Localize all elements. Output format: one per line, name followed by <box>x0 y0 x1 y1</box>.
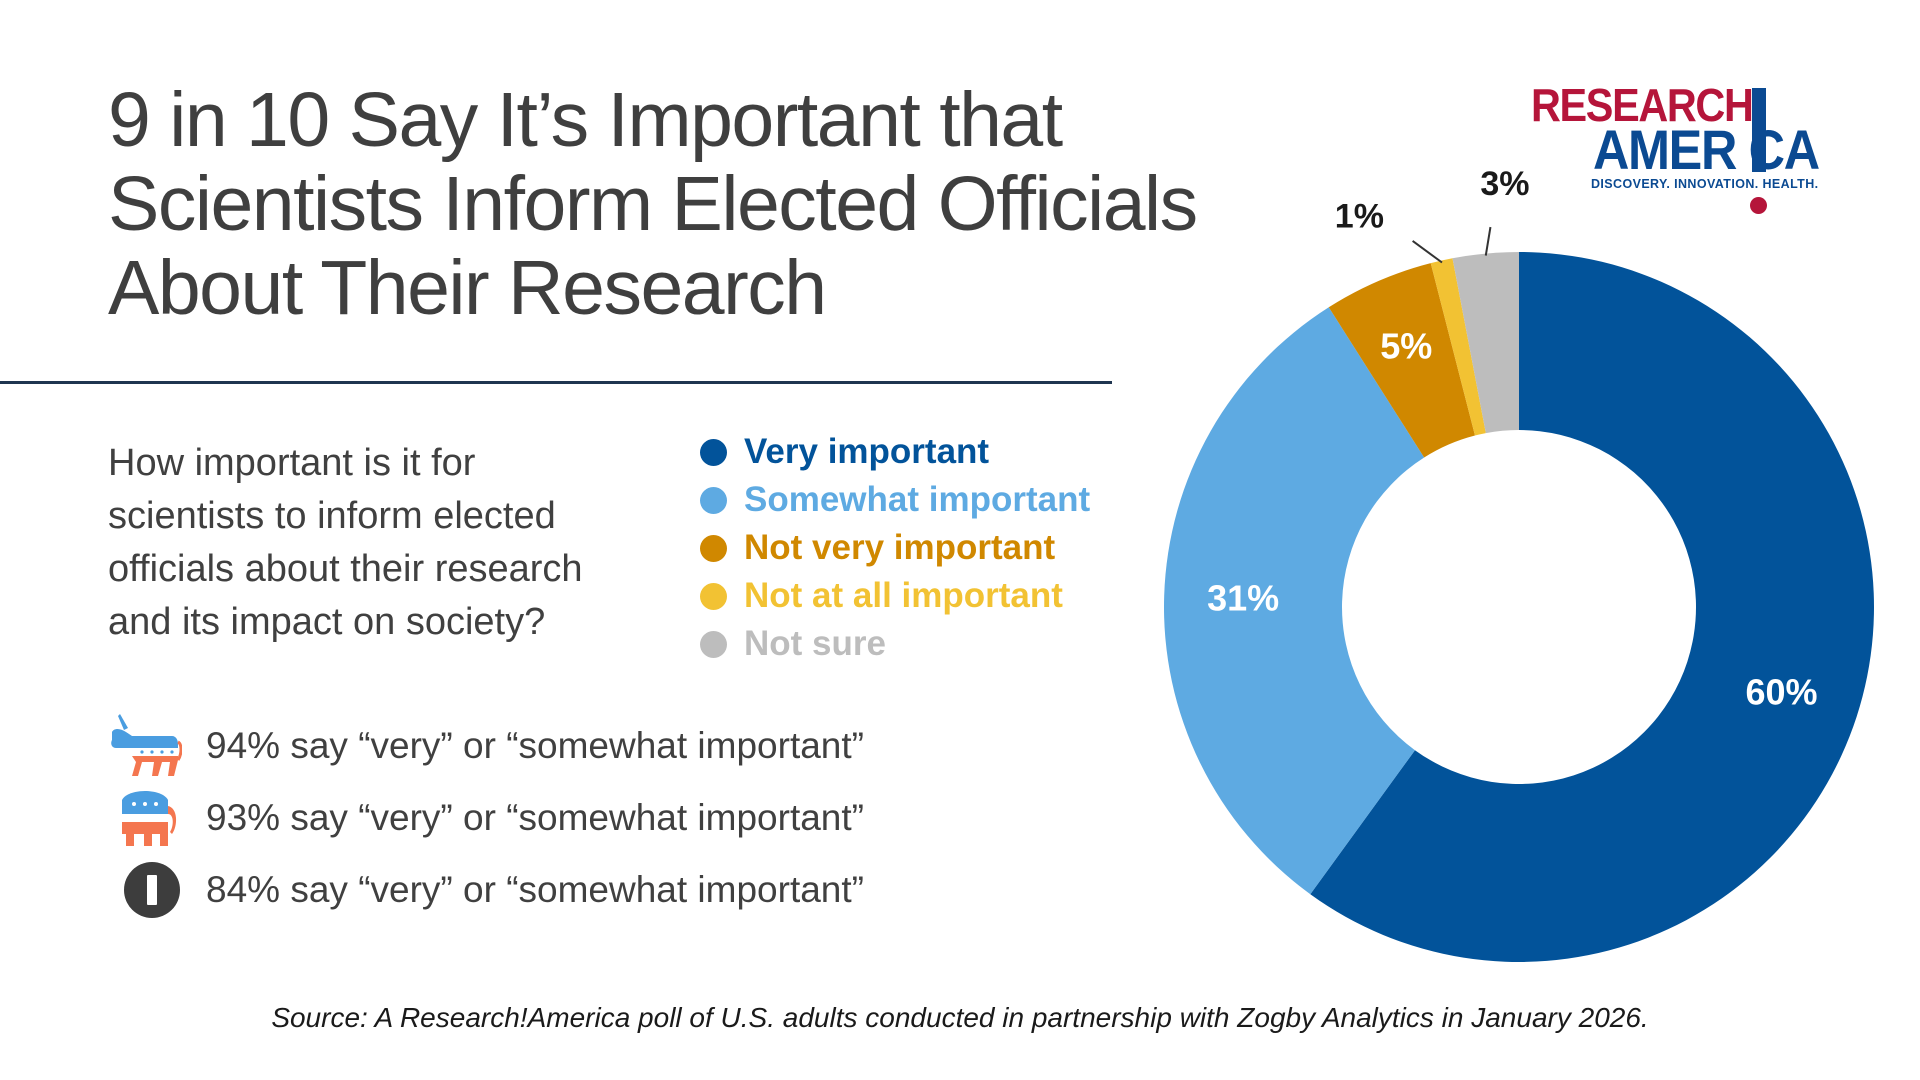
legend-item-not-sure: Not sure <box>700 620 1090 668</box>
legend-label: Not very important <box>744 528 1056 567</box>
slice-very-important <box>1310 252 1874 962</box>
survey-question: How important is it for scientists to in… <box>108 437 648 649</box>
legend-dot <box>700 486 727 514</box>
logo-exclamation-dot-icon <box>1750 197 1767 214</box>
republican-elephant-icon <box>122 791 177 846</box>
democrat-result: 94% say “very” or “somewhat important” <box>108 714 864 778</box>
legend-dot <box>700 534 727 562</box>
independent-i-icon <box>124 862 180 918</box>
research-america-logo: RESEARCH AMER CA DISCOVERY. INNOVATION. … <box>1525 82 1855 222</box>
title-line-2: Scientists Inform Elected Officials <box>108 161 1198 247</box>
democrat-donkey-icon <box>111 714 182 776</box>
democrat-result-text: 94% say “very” or “somewhat important” <box>206 725 864 766</box>
logo-america-text: AMER CA <box>1593 118 1820 181</box>
chart-legend: Very important Somewhat important Not ve… <box>700 428 1090 668</box>
slice-label-not-sure: 3% <box>1480 165 1529 203</box>
slice-label-very-important: 60% <box>1745 671 1817 712</box>
legend-label: Not at all important <box>744 576 1063 615</box>
legend-dot <box>700 630 727 658</box>
legend-label: Somewhat important <box>744 480 1091 519</box>
legend-label: Not sure <box>744 624 886 663</box>
page-title: 9 in 10 Say It’s Important that Scientis… <box>108 78 1328 330</box>
question-line-2: scientists to inform elected <box>108 495 556 537</box>
logo-tagline: DISCOVERY. INNOVATION. HEALTH. <box>1591 177 1819 191</box>
slice-not-at-all-important <box>1430 258 1486 436</box>
question-line-1: How important is it for <box>108 442 476 484</box>
slice-not-sure <box>1452 252 1519 434</box>
leader-line-not-sure <box>1484 226 1492 256</box>
republican-result-text: 93% say “very” or “somewhat important” <box>206 797 864 838</box>
independent-result: 84% say “very” or “somewhat important” <box>108 858 864 922</box>
title-divider <box>0 381 1112 384</box>
title-line-3: About Their Research <box>108 245 827 331</box>
logo-exclamation-bar-icon <box>1752 88 1766 172</box>
independent-result-text: 84% say “very” or “somewhat important” <box>206 869 864 910</box>
slice-label-somewhat-important: 31% <box>1207 577 1279 618</box>
question-line-3: officials about their research <box>108 548 583 590</box>
question-line-4: and its impact on society? <box>108 601 546 643</box>
logo-research-text: RESEARCH <box>1531 79 1754 131</box>
legend-item-very-important: Very important <box>700 428 1090 476</box>
legend-dot <box>700 582 727 610</box>
slice-label-not-very-important: 5% <box>1380 325 1432 366</box>
title-line-1: 9 in 10 Say It’s Important that <box>108 77 1063 163</box>
leader-line-not-at-all-important <box>1412 240 1443 264</box>
slice-label-not-at-all-important: 1% <box>1335 197 1384 235</box>
source-note: Source: A Research!America poll of U.S. … <box>271 1002 1649 1033</box>
slice-somewhat-important <box>1163 307 1425 895</box>
legend-item-not-very-important: Not very important <box>700 524 1090 572</box>
republican-result: 93% say “very” or “somewhat important” <box>108 786 864 850</box>
legend-label: Very important <box>744 432 990 471</box>
slice-not-very-important <box>1328 263 1475 458</box>
legend-dot <box>700 438 727 466</box>
legend-item-somewhat-important: Somewhat important <box>700 476 1090 524</box>
legend-item-not-at-all-important: Not at all important <box>700 572 1090 620</box>
